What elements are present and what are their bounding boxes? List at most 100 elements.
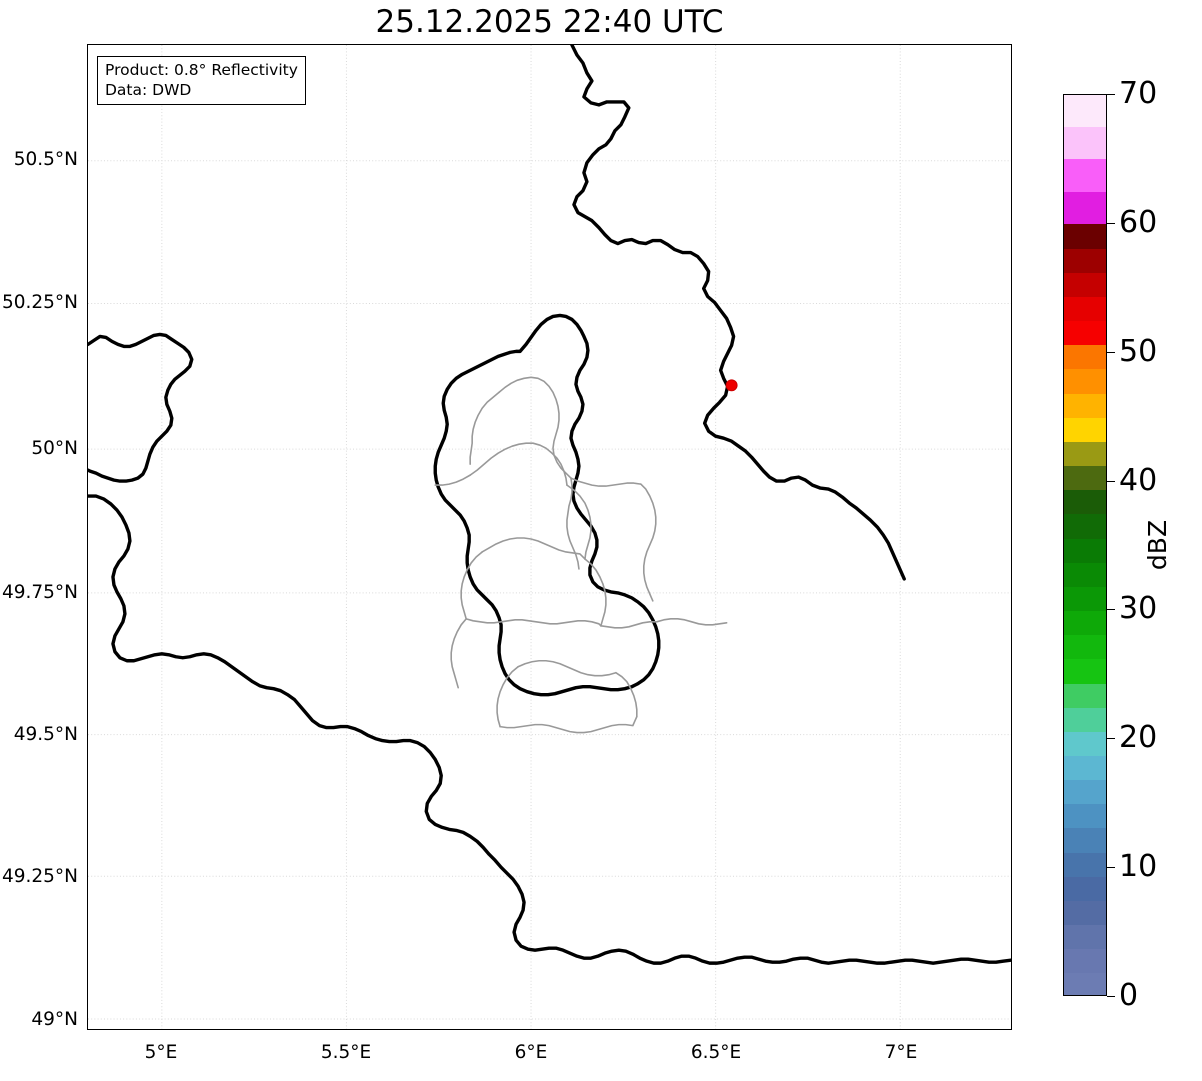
colorbar-band	[1064, 852, 1106, 877]
border-luxembourg	[433, 313, 661, 697]
colorbar-band	[1064, 562, 1106, 587]
colorbar-band	[1064, 465, 1106, 491]
colorbar-band	[1064, 368, 1106, 394]
colorbar-band	[1064, 441, 1106, 467]
latitude-tick-labels: 50.5°N 50.25°N 50°N 49.75°N 49.5°N 49.25…	[0, 44, 79, 1030]
canton-line-10	[465, 618, 602, 627]
colorbar-tick-mark	[1107, 867, 1115, 869]
colorbar-band	[1064, 827, 1106, 853]
colorbar-band	[1064, 159, 1106, 193]
colorbar-band	[1064, 779, 1106, 805]
canton-line-1	[469, 442, 568, 486]
colorbar-axis-label: dBZ	[1143, 519, 1172, 571]
ytick-label-50.5N: 50.5°N	[13, 149, 78, 170]
colorbar-band	[1064, 731, 1106, 756]
canton-line-9	[584, 558, 607, 627]
colorbar-band	[1064, 320, 1106, 346]
xtick-label-6.5E: 6.5°E	[690, 1042, 742, 1063]
map-canvas	[88, 45, 1011, 1029]
xtick-label-5E: 5°E	[144, 1042, 178, 1063]
xtick-label-6E: 6°E	[514, 1042, 548, 1063]
colorbar-band	[1064, 707, 1106, 732]
colorbar-band	[1064, 127, 1106, 161]
colorbar-tick-mark	[1107, 609, 1115, 611]
radar-site-marker	[725, 379, 738, 392]
page-title: 25.12.2025 22:40 UTC	[375, 4, 724, 40]
colorbar-band	[1064, 682, 1106, 708]
canton-line-17	[566, 477, 580, 570]
colorbar-tick-label: 70	[1119, 76, 1158, 111]
colorbar-band	[1064, 876, 1106, 901]
canton-line-14	[496, 665, 519, 728]
map-plot-area[interactable]: Product: 0.8° Reflectivity Data: DWD	[87, 44, 1012, 1030]
colorbar-band	[1064, 272, 1106, 297]
colorbar-tick-label: 0	[1119, 978, 1139, 1013]
data-source-line: Data: DWD	[105, 81, 192, 99]
canton-line-6	[566, 484, 592, 560]
radar-site-marker-group[interactable]	[725, 379, 738, 392]
ytick-label-50N: 50°N	[31, 438, 78, 459]
colorbar-tick-label: 30	[1119, 591, 1158, 627]
canton-line-13	[517, 659, 617, 677]
canton-line-11	[600, 621, 658, 629]
colorbar-tick-label: 10	[1119, 849, 1158, 885]
canton-line-2	[434, 474, 471, 486]
colorbar-tick-mark	[1107, 94, 1115, 95]
colorbar-tick-label: 60	[1119, 204, 1158, 240]
colorbar-band	[1064, 803, 1106, 829]
colorbar-band	[1064, 900, 1106, 926]
ytick-label-49N: 49°N	[31, 1009, 78, 1030]
country-borders	[88, 45, 1011, 965]
canton-line-12	[450, 618, 467, 689]
colorbar-tick-label: 50	[1119, 333, 1158, 369]
xtick-label-7E: 7°E	[884, 1042, 918, 1063]
ytick-label-49.75N: 49.75°N	[1, 582, 78, 603]
colorbar-tick-mark	[1107, 738, 1115, 740]
canton-line-5	[570, 477, 642, 487]
gridlines	[88, 45, 1011, 1029]
colorbar-band	[1064, 972, 1106, 995]
canton-line-18	[640, 483, 657, 602]
colorbar-band	[1064, 610, 1106, 636]
canton-line-16	[499, 715, 638, 734]
canton-line-15	[615, 671, 638, 718]
colorbar-tick-label: 20	[1119, 720, 1158, 756]
colorbar-band	[1064, 191, 1106, 225]
colorbar-tick-mark	[1107, 480, 1115, 482]
ytick-label-49.5N: 49.5°N	[13, 724, 78, 745]
border-belgium-west-north	[88, 332, 194, 483]
colorbar-tick-mark	[1107, 996, 1115, 997]
canton-line-4	[469, 391, 500, 465]
colorbar-band	[1064, 344, 1106, 370]
ytick-label-50.25N: 50.25°N	[1, 292, 78, 313]
colorbar-band	[1064, 417, 1106, 442]
border-belgium-germany	[570, 45, 906, 581]
colorbar-band	[1064, 537, 1106, 563]
colorbar-band	[1064, 513, 1106, 539]
colorbar[interactable]	[1063, 94, 1107, 996]
colorbar-tick-mark	[1107, 222, 1115, 224]
colorbar-band	[1064, 296, 1106, 322]
colorbar-band	[1064, 223, 1106, 249]
longitude-tick-labels: 5°E 5.5°E 6°E 6.5°E 7°E	[87, 1030, 1012, 1078]
canton-line-8	[460, 551, 483, 620]
colorbar-band	[1064, 924, 1106, 950]
canton-boundaries	[434, 376, 728, 734]
colorbar-band	[1064, 248, 1106, 273]
canton-line-19	[655, 618, 728, 626]
colorbar-tick-mark	[1107, 351, 1115, 353]
product-line: Product: 0.8° Reflectivity	[105, 61, 298, 79]
colorbar-band	[1064, 634, 1106, 660]
colorbar-band	[1064, 489, 1106, 515]
product-info-box: Product: 0.8° Reflectivity Data: DWD	[97, 56, 306, 105]
canton-line-7	[481, 537, 586, 560]
colorbar-band	[1064, 586, 1106, 612]
colorbar-tick-label: 40	[1119, 462, 1158, 498]
colorbar-band	[1064, 658, 1106, 684]
xtick-label-5.5E: 5.5°E	[320, 1042, 372, 1063]
colorbar-band	[1064, 755, 1106, 781]
colorbar-gradient	[1063, 94, 1107, 996]
border-belgium-france	[88, 494, 1011, 965]
colorbar-band	[1064, 95, 1106, 128]
